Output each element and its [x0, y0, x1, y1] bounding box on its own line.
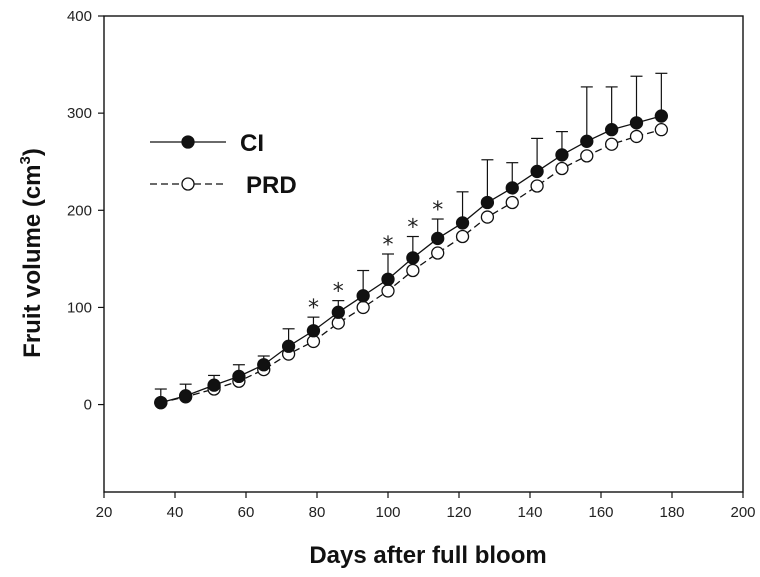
y-tick-label: 0	[84, 397, 92, 414]
point-prd	[455, 229, 470, 244]
significance-asterisk: *	[308, 296, 319, 321]
significance-asterisk: *	[407, 216, 418, 241]
x-tick-label: 20	[96, 504, 113, 521]
y-axis-title-superscript: 3	[17, 156, 34, 164]
point-ci	[406, 251, 420, 265]
plot-border	[103, 15, 744, 493]
point-ci	[281, 339, 296, 353]
point-ci	[580, 134, 594, 148]
legend: CI PRD	[150, 130, 297, 199]
point-prd	[505, 195, 519, 210]
x-tick-label: 100	[375, 504, 400, 521]
y-tick-label: 300	[67, 105, 92, 122]
point-ci	[629, 116, 644, 130]
x-tick-label: 160	[588, 504, 613, 521]
point-ci	[605, 123, 619, 137]
y-axis-ticks: 0 100 200 300 400	[67, 8, 104, 414]
point-prd	[480, 210, 495, 224]
point-prd	[381, 284, 395, 298]
point-prd	[555, 161, 569, 176]
y-tick-label: 400	[67, 8, 92, 25]
point-prd	[654, 123, 668, 137]
y-tick-label: 100	[67, 299, 92, 316]
point-ci	[480, 195, 495, 210]
x-tick-label: 80	[309, 504, 326, 521]
legend-marker-prd	[181, 177, 195, 191]
x-axis-title: Days after full bloom	[309, 542, 546, 569]
legend-label-prd: PRD	[246, 172, 297, 199]
point-ci	[455, 216, 470, 230]
point-ci	[530, 164, 544, 179]
significance-asterisk: *	[383, 233, 394, 258]
point-ci	[555, 148, 569, 162]
y-tick-label: 200	[67, 202, 92, 219]
plot-frame	[103, 15, 744, 493]
point-ci	[356, 289, 370, 303]
x-axis-ticks: 20 40 60 80 100 120 140 160 180 200	[96, 492, 756, 521]
x-tick-label: 60	[238, 504, 255, 521]
point-ci	[257, 358, 271, 372]
point-ci	[505, 181, 519, 195]
y-axis-title: Fruit volume (cm3)	[17, 148, 46, 358]
significance-annotations: * * * * *	[308, 198, 443, 321]
point-ci	[306, 324, 321, 338]
point-prd	[605, 137, 619, 151]
legend-label-ci: CI	[240, 130, 264, 157]
point-ci	[431, 231, 445, 246]
point-ci	[381, 272, 395, 286]
y-axis-title-main: Fruit volume (cm	[19, 164, 46, 357]
series-markers	[154, 109, 668, 410]
point-ci	[654, 109, 668, 123]
point-prd	[406, 263, 420, 278]
point-ci	[154, 395, 168, 410]
x-tick-label: 140	[517, 504, 542, 521]
point-prd	[356, 300, 370, 315]
point-prd	[580, 149, 594, 163]
point-ci	[331, 305, 345, 319]
x-tick-label: 180	[659, 504, 684, 521]
point-prd	[629, 129, 644, 144]
significance-asterisk: *	[333, 280, 344, 305]
point-ci	[207, 378, 221, 392]
y-axis-title-close: )	[19, 148, 46, 156]
significance-asterisk: *	[432, 198, 443, 223]
x-tick-label: 120	[446, 504, 471, 521]
x-tick-label: 200	[730, 504, 755, 521]
point-prd	[431, 246, 445, 260]
point-ci	[178, 389, 193, 403]
x-tick-label: 40	[167, 504, 184, 521]
legend-marker-ci	[181, 135, 195, 149]
point-prd	[530, 179, 544, 193]
point-ci	[232, 369, 246, 384]
